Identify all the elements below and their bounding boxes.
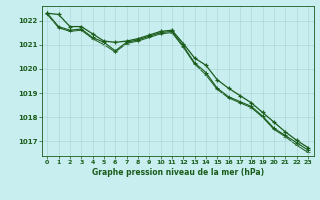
X-axis label: Graphe pression niveau de la mer (hPa): Graphe pression niveau de la mer (hPa) [92,168,264,177]
